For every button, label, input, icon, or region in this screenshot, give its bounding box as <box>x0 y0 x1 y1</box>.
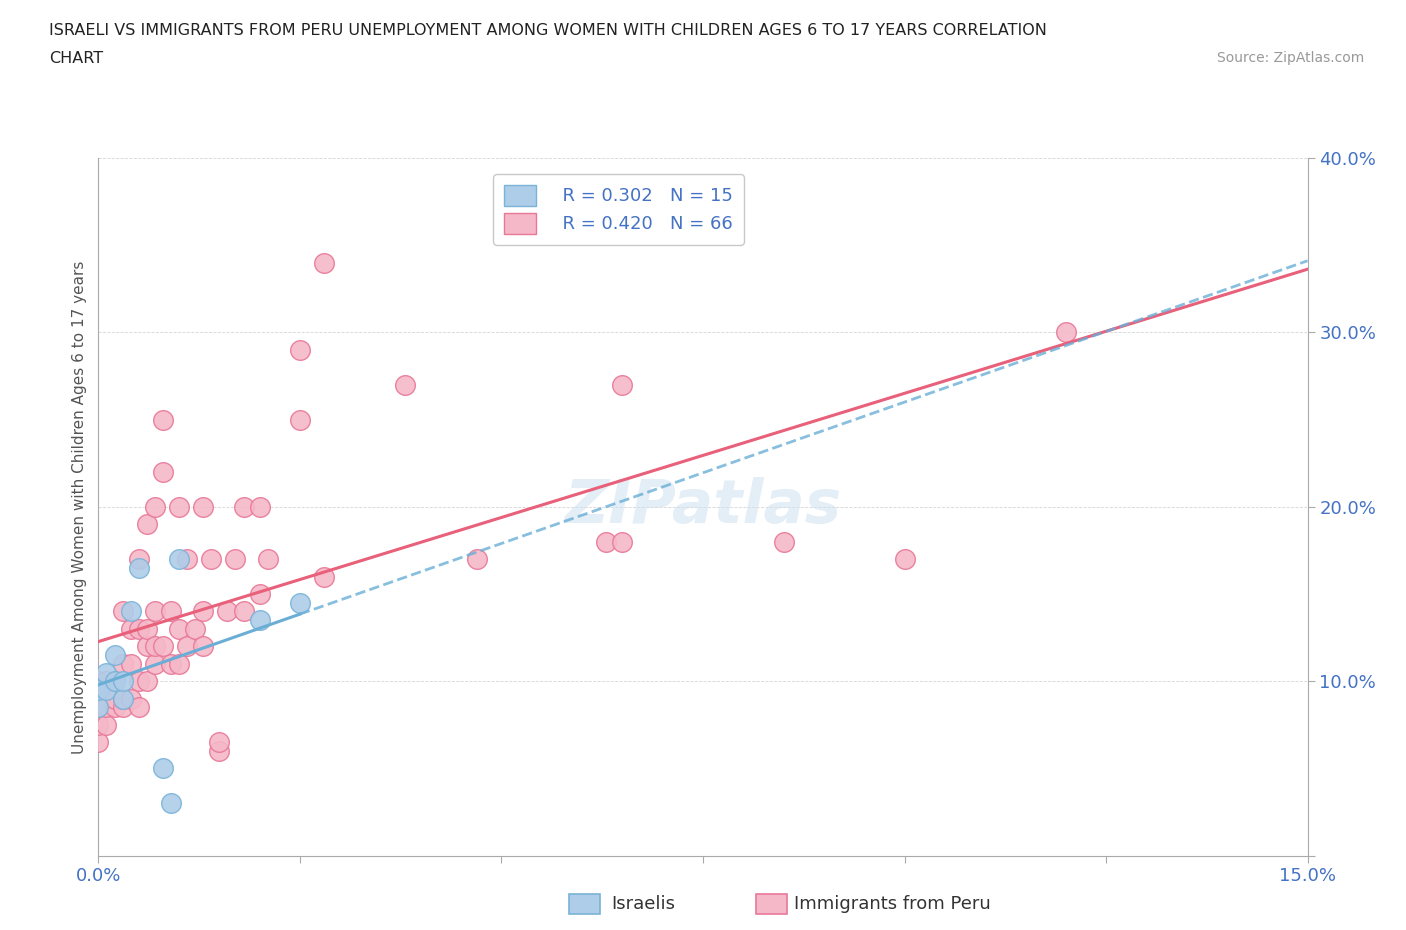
Point <box>208 735 231 750</box>
Point <box>135 673 157 688</box>
Point <box>160 657 183 671</box>
Point <box>128 673 150 688</box>
Point <box>288 412 311 427</box>
Point <box>103 673 125 688</box>
Point <box>314 569 336 584</box>
Point <box>160 796 183 811</box>
Point <box>96 700 118 715</box>
Point <box>143 639 166 654</box>
Point <box>103 647 125 662</box>
Point <box>256 551 278 566</box>
Point <box>96 683 118 698</box>
Point <box>772 534 794 549</box>
Point <box>87 700 110 715</box>
Point <box>314 256 336 271</box>
Point <box>135 517 157 532</box>
Point <box>120 621 142 636</box>
Point <box>184 621 207 636</box>
Point <box>1054 326 1077 340</box>
Point <box>120 604 142 619</box>
Point <box>167 621 190 636</box>
Point <box>120 657 142 671</box>
Legend:   R = 0.302   N = 15,   R = 0.420   N = 66: R = 0.302 N = 15, R = 0.420 N = 66 <box>494 174 744 245</box>
Point <box>200 551 222 566</box>
Point <box>612 534 634 549</box>
Point <box>152 639 174 654</box>
FancyBboxPatch shape <box>569 894 600 914</box>
Point <box>176 639 198 654</box>
Point <box>288 595 311 610</box>
Point <box>128 551 150 566</box>
Text: ISRAELI VS IMMIGRANTS FROM PERU UNEMPLOYMENT AMONG WOMEN WITH CHILDREN AGES 6 TO: ISRAELI VS IMMIGRANTS FROM PERU UNEMPLOY… <box>49 23 1047 38</box>
Point <box>111 691 134 706</box>
Point <box>249 613 271 628</box>
Point <box>893 551 915 566</box>
Point <box>96 665 118 680</box>
Y-axis label: Unemployment Among Women with Children Ages 6 to 17 years: Unemployment Among Women with Children A… <box>72 260 87 753</box>
Point <box>232 499 254 514</box>
Text: Source: ZipAtlas.com: Source: ZipAtlas.com <box>1216 51 1364 65</box>
Point <box>167 657 190 671</box>
Text: ZIPatlas: ZIPatlas <box>564 477 842 537</box>
Point <box>128 700 150 715</box>
Point <box>87 735 110 750</box>
Point <box>87 683 110 698</box>
Point <box>96 717 118 732</box>
Point <box>135 621 157 636</box>
Point <box>143 604 166 619</box>
Point <box>128 621 150 636</box>
Point <box>193 639 215 654</box>
Point <box>612 378 634 392</box>
Point <box>120 691 142 706</box>
Point <box>87 717 110 732</box>
Point <box>87 700 110 715</box>
Point <box>96 673 118 688</box>
Point <box>249 587 271 602</box>
Point <box>465 551 488 566</box>
Text: Immigrants from Peru: Immigrants from Peru <box>794 895 991 913</box>
FancyBboxPatch shape <box>756 894 787 914</box>
Point <box>143 499 166 514</box>
Point <box>143 657 166 671</box>
Point <box>176 551 198 566</box>
Point <box>595 534 617 549</box>
Point <box>111 673 134 688</box>
Point <box>128 561 150 576</box>
Point <box>152 761 174 776</box>
Point <box>394 378 416 392</box>
Point <box>249 499 271 514</box>
Point <box>232 604 254 619</box>
Point <box>111 700 134 715</box>
Point <box>103 673 125 688</box>
Point <box>288 342 311 357</box>
Point <box>111 604 134 619</box>
Point <box>103 691 125 706</box>
Point <box>167 499 190 514</box>
Point <box>224 551 246 566</box>
Point <box>111 657 134 671</box>
Point <box>152 412 174 427</box>
Point <box>167 551 190 566</box>
Point <box>152 465 174 480</box>
Point <box>193 604 215 619</box>
Point <box>160 604 183 619</box>
Point <box>103 700 125 715</box>
Point <box>135 639 157 654</box>
Point <box>193 499 215 514</box>
Point <box>87 691 110 706</box>
Point <box>208 744 231 759</box>
Point <box>87 673 110 688</box>
Text: Israelis: Israelis <box>612 895 676 913</box>
Text: CHART: CHART <box>49 51 103 66</box>
Point <box>111 691 134 706</box>
Point <box>217 604 239 619</box>
